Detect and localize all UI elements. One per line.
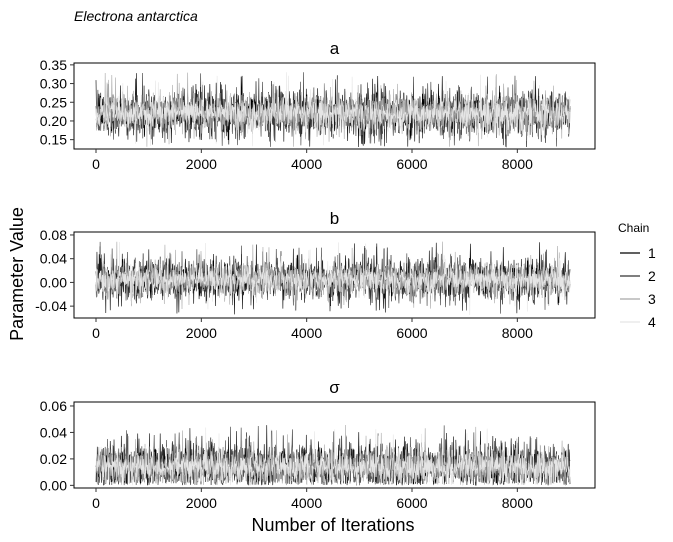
panel-title: a bbox=[330, 39, 340, 58]
x-tick-label: 0 bbox=[92, 156, 100, 172]
y-tick-label: 0.25 bbox=[40, 94, 67, 110]
chain-4-trace bbox=[95, 242, 571, 316]
panels: a 0.15 0.20 0.25 0.30 0.35 0 2000 4000 6000 8000 b -… bbox=[35, 39, 596, 511]
panel-1: a 0.15 0.20 0.25 0.30 0.35 0 2000 4000 6000 8000 bbox=[40, 39, 596, 172]
x-tick-label: 2000 bbox=[186, 325, 217, 341]
y-tick-label: 0.00 bbox=[40, 477, 67, 493]
y-tick-label: 0.04 bbox=[40, 424, 67, 440]
x-tick-label: 0 bbox=[92, 325, 100, 341]
x-tick-label: 4000 bbox=[291, 325, 322, 341]
panel-2: b -0.04 0.00 0.04 0.08 0 2000 4000 6000 8000 bbox=[35, 209, 596, 341]
y-tick-label: 0.20 bbox=[40, 113, 67, 129]
panel-title: b bbox=[330, 209, 339, 228]
y-tick-label: 0.15 bbox=[40, 132, 67, 148]
chain-1-trace bbox=[95, 242, 571, 315]
chain-traces bbox=[95, 241, 571, 316]
panel-title: σ bbox=[329, 378, 340, 397]
legend-label-chain-3: 3 bbox=[648, 291, 656, 307]
y-axis-title: Parameter Value bbox=[7, 207, 27, 341]
x-tick-label: 6000 bbox=[396, 156, 427, 172]
legend-label-chain-2: 2 bbox=[648, 268, 656, 284]
x-tick-label: 0 bbox=[92, 495, 100, 511]
chain-traces bbox=[95, 424, 571, 487]
y-tick-label: 0.02 bbox=[40, 451, 67, 467]
x-tick-label: 8000 bbox=[502, 325, 533, 341]
x-tick-label: 2000 bbox=[186, 156, 217, 172]
x-tick-label: 4000 bbox=[291, 495, 322, 511]
x-axis-title: Number of Iterations bbox=[251, 515, 414, 535]
legend-label-chain-4: 4 bbox=[648, 314, 656, 330]
panel-3: σ 0.00 0.02 0.04 0.06 0 2000 4000 6000 8000 bbox=[40, 378, 596, 511]
x-tick-label: 6000 bbox=[396, 495, 427, 511]
panel-frame bbox=[73, 62, 596, 150]
y-tick-label: 0.35 bbox=[40, 57, 67, 73]
x-tick-label: 2000 bbox=[186, 495, 217, 511]
x-tick-label: 8000 bbox=[502, 156, 533, 172]
chain-traces bbox=[95, 72, 571, 148]
panel-frame bbox=[73, 231, 596, 319]
legend: Chain 1 2 3 4 bbox=[618, 221, 656, 330]
y-tick-label: 0.08 bbox=[40, 227, 67, 243]
species-label: Electrona antarctica bbox=[74, 8, 198, 24]
x-tick-label: 6000 bbox=[396, 325, 427, 341]
x-tick-label: 4000 bbox=[291, 156, 322, 172]
x-tick-label: 8000 bbox=[502, 495, 533, 511]
y-tick-label: 0.30 bbox=[40, 76, 67, 92]
y-tick-label: -0.04 bbox=[35, 298, 67, 314]
y-tick-label: 0.00 bbox=[40, 274, 67, 290]
chain-4-trace bbox=[95, 72, 571, 147]
legend-title: Chain bbox=[618, 221, 649, 235]
y-tick-label: 0.06 bbox=[40, 398, 67, 414]
y-tick-label: 0.04 bbox=[40, 251, 67, 267]
chain-4-trace bbox=[95, 427, 571, 486]
legend-label-chain-1: 1 bbox=[648, 245, 656, 261]
panel-frame bbox=[73, 401, 596, 489]
